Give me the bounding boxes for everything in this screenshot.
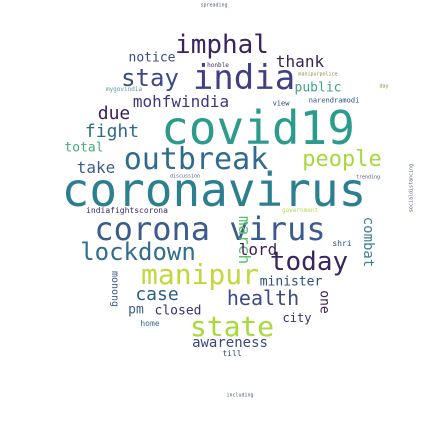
word-government: government bbox=[281, 207, 319, 214]
word-monong: monong bbox=[109, 270, 120, 308]
word-pm: pm bbox=[128, 302, 144, 318]
word-thank: thank bbox=[275, 52, 325, 71]
word-fight: fight bbox=[84, 121, 140, 142]
word-india: india bbox=[192, 58, 296, 98]
word-honble: honble bbox=[207, 62, 229, 69]
word-health: health bbox=[226, 286, 300, 310]
word-manipurpolice: manipurpolice bbox=[298, 71, 338, 78]
word-till: till bbox=[222, 349, 242, 358]
word-public: public bbox=[294, 80, 342, 96]
word-awareness: awareness bbox=[192, 335, 268, 351]
word-lockdown: lockdown bbox=[80, 238, 196, 266]
word-covid19: covid19 bbox=[161, 101, 355, 155]
word-spreading: spreading bbox=[200, 2, 228, 9]
word-today: today bbox=[269, 247, 349, 277]
word-state: state bbox=[189, 310, 275, 343]
word-socialdistancing: socialdistancing bbox=[408, 163, 415, 213]
word-total: total bbox=[64, 140, 104, 156]
word-indiafightscorona: indiafightscorona bbox=[86, 206, 168, 215]
word-corona-virus: corona virus bbox=[94, 210, 326, 248]
word-case: case bbox=[135, 284, 179, 305]
word-city: city bbox=[282, 311, 312, 325]
word-home: home bbox=[140, 319, 160, 328]
word-stay: stay bbox=[121, 64, 179, 92]
word-one: one bbox=[316, 290, 332, 314]
word-day: day bbox=[379, 83, 389, 90]
word-mygovindia: mygovindia bbox=[105, 86, 143, 93]
word-trending: trending bbox=[355, 174, 381, 181]
word-closed: closed bbox=[154, 303, 202, 319]
word-combat: combat bbox=[360, 216, 376, 268]
word-take: take bbox=[76, 158, 116, 177]
word-coronavirus: coronavirus bbox=[61, 163, 367, 217]
word-lord: lord bbox=[238, 240, 278, 259]
word-narendramodi: narendramodi bbox=[308, 96, 360, 105]
word-shri: shri bbox=[332, 239, 352, 248]
word-minister: minister bbox=[259, 274, 323, 290]
word-mohfwindia: mohfwindia bbox=[132, 92, 230, 111]
word-due: due bbox=[97, 103, 131, 124]
word-notice: notice bbox=[128, 50, 176, 66]
word-imphal: imphal bbox=[175, 30, 269, 60]
word-manipur: manipur bbox=[140, 258, 260, 291]
word-view: view bbox=[272, 99, 290, 108]
word-outbreak: outbreak bbox=[123, 142, 269, 177]
word-discussion: discussion bbox=[169, 173, 201, 180]
word-including: including bbox=[226, 392, 254, 399]
word-people: people bbox=[302, 147, 382, 172]
